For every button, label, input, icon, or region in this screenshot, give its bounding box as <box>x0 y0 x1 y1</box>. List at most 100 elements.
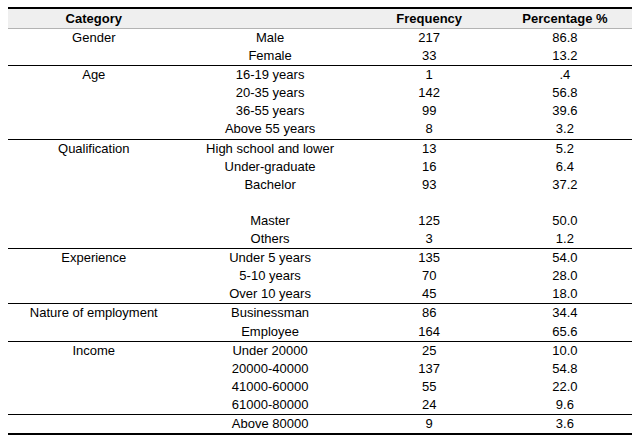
category-cell <box>8 285 180 304</box>
category-cell <box>8 414 180 434</box>
percentage-cell: 13.2 <box>498 47 632 66</box>
frequency-cell: 164 <box>361 323 498 342</box>
header-row: Category Frequency Percentage % <box>8 8 632 29</box>
label-cell: Master <box>180 212 361 230</box>
label-cell: 61000-80000 <box>180 396 361 415</box>
category-cell: Income <box>8 341 180 360</box>
category-cell <box>8 176 180 194</box>
frequency-cell: 142 <box>361 84 498 102</box>
label-cell: Female <box>180 47 361 66</box>
label-cell: 16-19 years <box>180 66 361 85</box>
page: Category Frequency Percentage % GenderMa… <box>0 0 640 435</box>
percentage-cell: 39.6 <box>498 102 632 120</box>
category-cell <box>8 47 180 66</box>
percentage-cell: 10.0 <box>498 341 632 360</box>
table-row: 20000-4000013754.8 <box>8 360 632 378</box>
category-cell <box>8 267 180 285</box>
percentage-cell: 86.8 <box>498 29 632 48</box>
frequency-cell: 33 <box>361 47 498 66</box>
demographics-table: Category Frequency Percentage % GenderMa… <box>8 7 632 435</box>
table-row: Nature of employmentBusinessman8634.4 <box>8 304 632 323</box>
percentage-cell: 5.2 <box>498 139 632 158</box>
label-cell: Under-graduate <box>180 158 361 176</box>
frequency-cell: 125 <box>361 212 498 230</box>
label-cell: 20-35 years <box>180 84 361 102</box>
label-cell: 5-10 years <box>180 267 361 285</box>
percentage-cell: 3.6 <box>498 414 632 434</box>
category-cell: Experience <box>8 249 180 268</box>
label-cell: Male <box>180 29 361 48</box>
category-cell <box>8 323 180 342</box>
table-row: ExperienceUnder 5 years13554.0 <box>8 249 632 268</box>
percentage-cell: 37.2 <box>498 176 632 194</box>
category-cell: Age <box>8 66 180 85</box>
frequency-cell: 135 <box>361 249 498 268</box>
table-body: GenderMale21786.8Female3313.2Age16-19 ye… <box>8 29 632 435</box>
percentage-cell: 9.6 <box>498 396 632 415</box>
header-frequency: Frequency <box>361 8 498 29</box>
label-cell: Under 5 years <box>180 249 361 268</box>
label-cell: Under 20000 <box>180 341 361 360</box>
frequency-cell: 8 <box>361 120 498 139</box>
percentage-cell: 65.6 <box>498 323 632 342</box>
table-row: Bachelor9337.2 <box>8 176 632 194</box>
table-row: Over 10 years4518.0 <box>8 285 632 304</box>
label-cell: Above 80000 <box>180 414 361 434</box>
category-cell: Gender <box>8 29 180 48</box>
table-row: Master12550.0 <box>8 212 632 230</box>
frequency-cell: 217 <box>361 29 498 48</box>
category-cell <box>8 212 180 230</box>
spacer-row <box>8 194 632 212</box>
label-cell <box>180 194 361 212</box>
category-cell <box>8 84 180 102</box>
category-cell <box>8 360 180 378</box>
frequency-cell: 99 <box>361 102 498 120</box>
label-cell: Above 55 years <box>180 120 361 139</box>
table-row: Above 8000093.6 <box>8 414 632 434</box>
table-row: 41000-600005522.0 <box>8 378 632 396</box>
frequency-cell: 45 <box>361 285 498 304</box>
frequency-cell: 16 <box>361 158 498 176</box>
category-cell <box>8 378 180 396</box>
category-cell <box>8 396 180 415</box>
table-row: Female3313.2 <box>8 47 632 66</box>
table-row: 5-10 years7028.0 <box>8 267 632 285</box>
table-row: Above 55 years83.2 <box>8 120 632 139</box>
label-cell: 36-55 years <box>180 102 361 120</box>
frequency-cell: 13 <box>361 139 498 158</box>
percentage-cell: 56.8 <box>498 84 632 102</box>
frequency-cell: 3 <box>361 230 498 249</box>
category-cell <box>8 158 180 176</box>
table-row: QualificationHigh school and lower135.2 <box>8 139 632 158</box>
table-row: Under-graduate166.4 <box>8 158 632 176</box>
table-row: Age16-19 years1.4 <box>8 66 632 85</box>
category-cell: Qualification <box>8 139 180 158</box>
frequency-cell: 24 <box>361 396 498 415</box>
header-category: Category <box>8 8 180 29</box>
header-subcategory <box>180 8 361 29</box>
label-cell: 20000-40000 <box>180 360 361 378</box>
frequency-cell: 55 <box>361 378 498 396</box>
frequency-cell <box>361 194 498 212</box>
label-cell: Bachelor <box>180 176 361 194</box>
label-cell: 41000-60000 <box>180 378 361 396</box>
table-row: IncomeUnder 200002510.0 <box>8 341 632 360</box>
percentage-cell <box>498 194 632 212</box>
percentage-cell: 34.4 <box>498 304 632 323</box>
percentage-cell: 28.0 <box>498 267 632 285</box>
label-cell: Over 10 years <box>180 285 361 304</box>
table-row: Employee16465.6 <box>8 323 632 342</box>
frequency-cell: 137 <box>361 360 498 378</box>
frequency-cell: 1 <box>361 66 498 85</box>
category-cell <box>8 102 180 120</box>
percentage-cell: 22.0 <box>498 378 632 396</box>
frequency-cell: 86 <box>361 304 498 323</box>
frequency-cell: 25 <box>361 341 498 360</box>
category-cell <box>8 194 180 212</box>
header-percentage: Percentage % <box>498 8 632 29</box>
percentage-cell: .4 <box>498 66 632 85</box>
percentage-cell: 50.0 <box>498 212 632 230</box>
label-cell: Employee <box>180 323 361 342</box>
category-cell <box>8 230 180 249</box>
percentage-cell: 18.0 <box>498 285 632 304</box>
